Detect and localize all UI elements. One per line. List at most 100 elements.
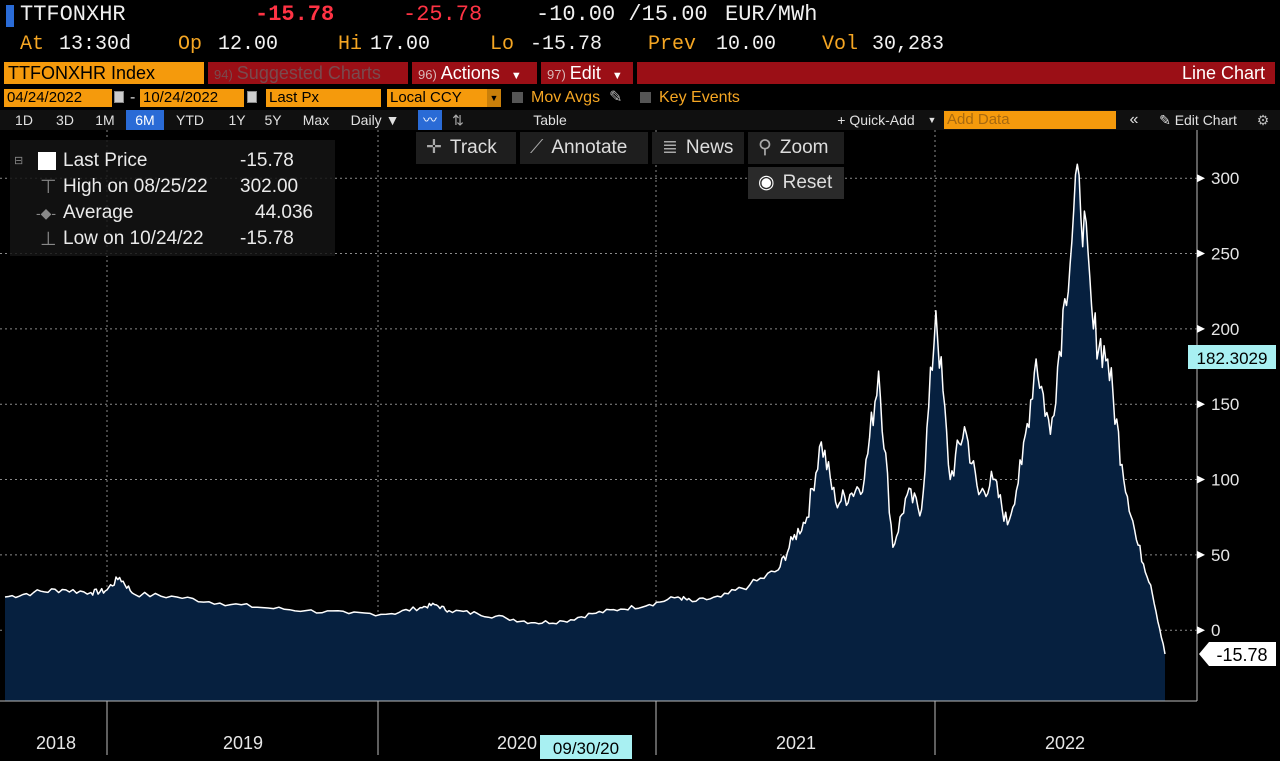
high-marker-icon: ⊤: [40, 177, 57, 198]
edit-chevron-down-icon: ▼: [611, 70, 623, 82]
price-unit: EUR/MWh: [725, 2, 818, 27]
annotate-label: Annotate: [551, 137, 628, 158]
magnifier-icon: ⚲: [758, 137, 772, 158]
average-marker-icon: -◆-: [36, 205, 57, 221]
frequency-selector[interactable]: Daily ▼: [350, 112, 400, 128]
range-button-1y[interactable]: 1Y: [228, 112, 246, 128]
end-calendar-icon[interactable]: [247, 91, 257, 103]
cursor-value-label-box: [1188, 345, 1276, 369]
security-field[interactable]: TTFONXHR Index: [4, 62, 204, 84]
y-tick-label: 100: [1211, 471, 1239, 490]
y-tick-marker: [1197, 475, 1205, 484]
last-price-tag: [1199, 641, 1276, 666]
field-selector[interactable]: Last Px: [266, 89, 381, 107]
end-date-field[interactable]: 10/24/2022: [140, 89, 244, 107]
currency-selector[interactable]: Local CCY: [387, 89, 487, 107]
suggested-charts-number: 94): [214, 67, 233, 82]
range-button-1d[interactable]: 1D: [15, 112, 33, 128]
volume-value: 30,283: [872, 33, 945, 56]
y-tick-label: 50: [1211, 546, 1230, 565]
table-button[interactable]: Table: [533, 112, 567, 128]
legend-low-label: Low on 10/24/22: [63, 228, 204, 249]
legend-avg-value: 44.036: [255, 202, 314, 223]
last-price-tag-label: -15.78: [1216, 645, 1267, 665]
low-label: Lo: [490, 33, 515, 56]
last-price-swatch-icon: [38, 152, 56, 170]
news-button[interactable]: ≣ News: [652, 132, 744, 164]
quick-add-chevron-icon[interactable]: ▼: [927, 115, 937, 125]
settings-toolbar: 04/24/2022 - 10/24/2022 Last Px Local CC…: [0, 87, 1280, 109]
volume-label: Vol: [822, 33, 859, 56]
at-value: 13:30d: [59, 33, 132, 56]
bar-chart-icon[interactable]: ⇅: [452, 112, 464, 128]
reset-button[interactable]: ◉ Reset: [748, 167, 844, 199]
range-button-3d[interactable]: 3D: [56, 112, 74, 128]
x-tick-label: 2021: [776, 733, 816, 753]
annotate-button[interactable]: ⟋ Annotate: [520, 132, 648, 164]
range-button-ytd[interactable]: YTD: [176, 112, 204, 128]
mov-avgs-label: Mov Avgs: [531, 89, 601, 106]
track-button[interactable]: ✛ Track: [416, 132, 516, 164]
high-label: Hi: [338, 33, 363, 56]
security-toolbar: TTFONXHR Index 94) Suggested Charts 96) Ac…: [0, 60, 1280, 86]
x-tick-label: 2020: [497, 733, 537, 753]
y-tick-marker: [1197, 400, 1205, 409]
zoom-button[interactable]: ⚲ Zoom: [748, 132, 844, 164]
collapse-minus-icon[interactable]: ⊟: [14, 155, 24, 167]
prev-value: 10.00: [716, 33, 777, 56]
pencil-icon[interactable]: ✎: [609, 89, 623, 106]
quote-header: TTFONXHR -15.78 -25.78 -10.00 /15.00 EUR…: [0, 0, 1280, 32]
actions-number: 96): [418, 67, 437, 82]
range-button-6m[interactable]: 6M: [126, 110, 164, 130]
legend-last-label: Last Price: [63, 150, 148, 171]
range-button-max[interactable]: Max: [302, 112, 330, 128]
y-tick-label: 250: [1211, 245, 1239, 264]
track-label: Track: [449, 137, 497, 158]
date-range-dash: -: [130, 89, 136, 106]
quote-stats: At 13:30d Op 12.00 Hi 17.00 Lo -15.78 Pr…: [0, 33, 1280, 59]
chart-type-label: Line Chart: [637, 62, 1275, 84]
range-button-1m[interactable]: 1M: [95, 112, 115, 128]
start-calendar-icon[interactable]: [114, 91, 124, 103]
legend-last-value: -15.78: [240, 150, 294, 171]
line-chart-icon[interactable]: 〰: [418, 110, 442, 130]
x-axis-ticks: 2018 2019 2020 2021 2022: [36, 701, 1085, 755]
edit-chart-button[interactable]: ✎ Edit Chart: [1159, 112, 1237, 128]
add-data-input[interactable]: Add Data: [944, 111, 1116, 129]
price-area: [5, 164, 1165, 702]
actions-menu[interactable]: 96) Actions ▼: [412, 62, 537, 84]
collapse-icon[interactable]: «: [1129, 111, 1139, 128]
suggested-charts-label: Suggested Charts: [236, 63, 381, 83]
gear-icon[interactable]: ⚙: [1256, 112, 1270, 128]
y-tick-label: 200: [1211, 320, 1239, 339]
y-tick-marker: [1197, 249, 1205, 258]
ticker-symbol: TTFONXHR: [20, 2, 126, 27]
news-icon: ≣: [662, 137, 678, 158]
actions-label: Actions: [440, 63, 500, 83]
edit-menu[interactable]: 97) Edit ▼: [541, 62, 633, 84]
quick-add-button[interactable]: + Quick-Add: [837, 112, 915, 128]
cursor-date-label-box: [540, 735, 632, 759]
bid-ask: -10.00 /15.00: [536, 2, 708, 27]
start-date-field[interactable]: 04/24/2022: [4, 89, 112, 107]
mov-avgs-checkbox[interactable]: [512, 92, 523, 103]
news-label: News: [685, 137, 734, 158]
actions-chevron-down-icon: ▼: [510, 70, 522, 82]
low-marker-icon: ⊥: [40, 229, 57, 250]
high-value: 17.00: [370, 33, 431, 56]
zoom-label: Zoom: [779, 137, 829, 158]
net-change: -25.78: [403, 2, 483, 27]
range-button-5y[interactable]: 5Y: [264, 112, 282, 128]
y-tick-marker: [1197, 324, 1205, 333]
currency-dropdown-icon[interactable]: ▼: [487, 89, 501, 107]
reset-radio-icon: ◉: [758, 172, 775, 193]
at-label: At: [20, 33, 45, 56]
key-events-checkbox[interactable]: [640, 92, 651, 103]
y-tick-label: 300: [1211, 169, 1239, 188]
suggested-charts-button[interactable]: 94) Suggested Charts: [208, 62, 408, 84]
price-line: [4, 163, 1166, 655]
edit-number: 97): [547, 67, 566, 82]
edit-chart-label: Edit Chart: [1174, 112, 1237, 128]
y-tick-label: 0: [1211, 621, 1220, 640]
